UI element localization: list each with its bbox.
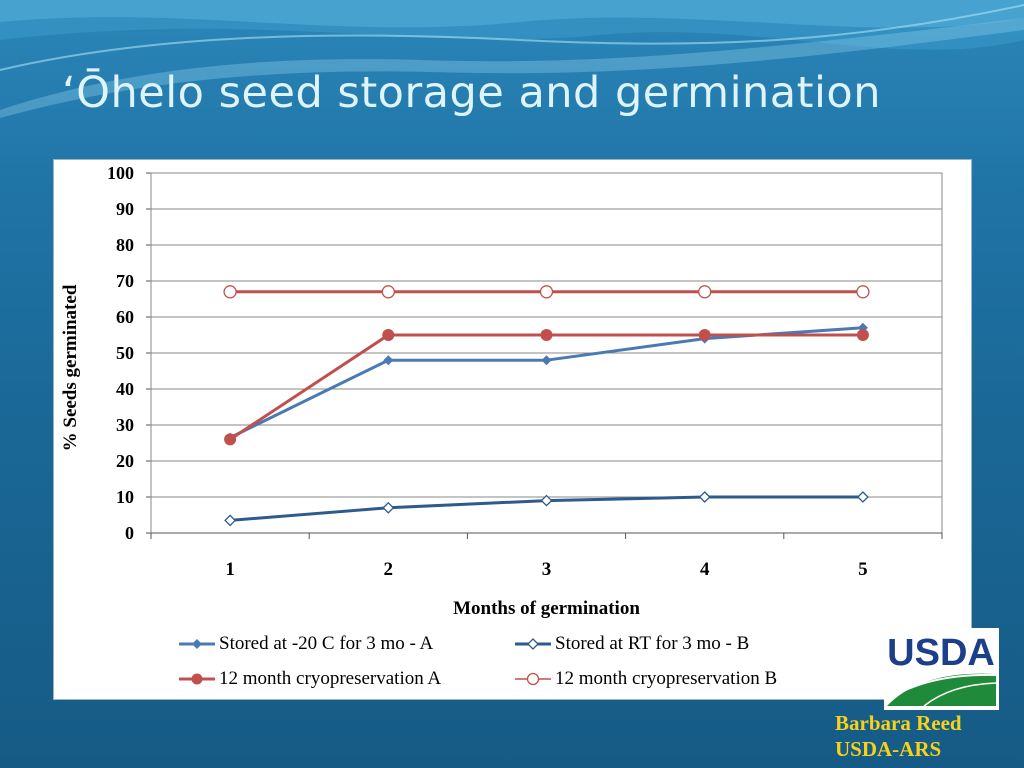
usda-logo: USDA <box>884 628 999 710</box>
legend-label: Stored at -20 C for 3 mo - A <box>219 632 434 654</box>
legend-item: Stored at RT for 3 mo - B <box>515 633 749 655</box>
legend-swatch <box>179 673 215 684</box>
data-point <box>383 355 394 366</box>
germination-line-chart: 0 10 20 30 40 50 60 70 80 90 100 1 2 3 4 5 Months of ger… <box>60 163 943 619</box>
chart-legend: Stored at -20 C for 3 mo - A Stored at R… <box>179 626 899 696</box>
data-point <box>856 329 869 341</box>
data-point <box>540 494 553 507</box>
slide-title: ‘Ōhelo seed storage and germination <box>62 68 881 118</box>
y-tick-label: 50 <box>116 343 134 363</box>
data-point <box>223 285 237 299</box>
data-point <box>382 329 395 341</box>
y-tick-label: 70 <box>116 271 134 291</box>
data-point <box>381 285 395 299</box>
legend-swatch <box>515 672 551 685</box>
legend-swatch <box>179 638 215 649</box>
x-tick-label: 3 <box>542 559 552 580</box>
y-axis-title: % Seeds germinated <box>60 284 81 451</box>
y-tick-label: 90 <box>116 199 134 219</box>
series-line-1 <box>229 326 864 439</box>
y-tick-label: 60 <box>116 307 134 327</box>
y-tick-label: 20 <box>116 451 134 471</box>
y-tick-label: 80 <box>116 235 134 255</box>
x-tick-label: 4 <box>700 559 710 580</box>
legend-item: 12 month cryopreservation A <box>179 668 515 690</box>
y-tick-label: 100 <box>107 163 134 183</box>
legend-item: Stored at -20 C for 3 mo - A <box>179 633 515 655</box>
x-tick-label: 5 <box>858 559 868 580</box>
legend-label: 12 month cryopreservation B <box>555 667 778 689</box>
data-point <box>698 285 712 299</box>
decorative-waves <box>0 0 1024 118</box>
data-point <box>856 491 869 503</box>
data-point <box>539 285 554 299</box>
y-tick-label: 0 <box>125 523 134 543</box>
author-credit: Barbara Reed USDA-ARS <box>835 710 962 762</box>
data-point <box>856 285 870 299</box>
svg-text:USDA: USDA <box>887 632 995 674</box>
data-point <box>382 501 395 514</box>
y-tick-label: 40 <box>116 379 134 399</box>
x-axis-title: Months of germination <box>453 598 640 619</box>
x-tick-label: 1 <box>225 559 235 580</box>
data-point <box>224 433 237 446</box>
y-tick-label: 30 <box>116 415 134 435</box>
series-line-3 <box>229 333 863 441</box>
y-tick-label: 10 <box>116 487 134 507</box>
legend-item: 12 month cryopreservation B <box>515 668 777 690</box>
data-point <box>224 514 237 527</box>
chart-panel: 0 10 20 30 40 50 60 70 80 90 100 1 2 3 4 5 Months of ger… <box>53 159 972 700</box>
data-point <box>541 355 552 366</box>
data-point <box>698 329 711 341</box>
credit-name: Barbara Reed <box>835 711 962 735</box>
data-point <box>698 491 711 503</box>
legend-swatch <box>515 637 551 650</box>
legend-label: Stored at RT for 3 mo - B <box>555 632 750 654</box>
legend-label: 12 month cryopreservation A <box>219 667 442 689</box>
data-point <box>540 329 553 341</box>
x-tick-label: 2 <box>384 559 394 580</box>
credit-org: USDA-ARS <box>835 737 942 761</box>
